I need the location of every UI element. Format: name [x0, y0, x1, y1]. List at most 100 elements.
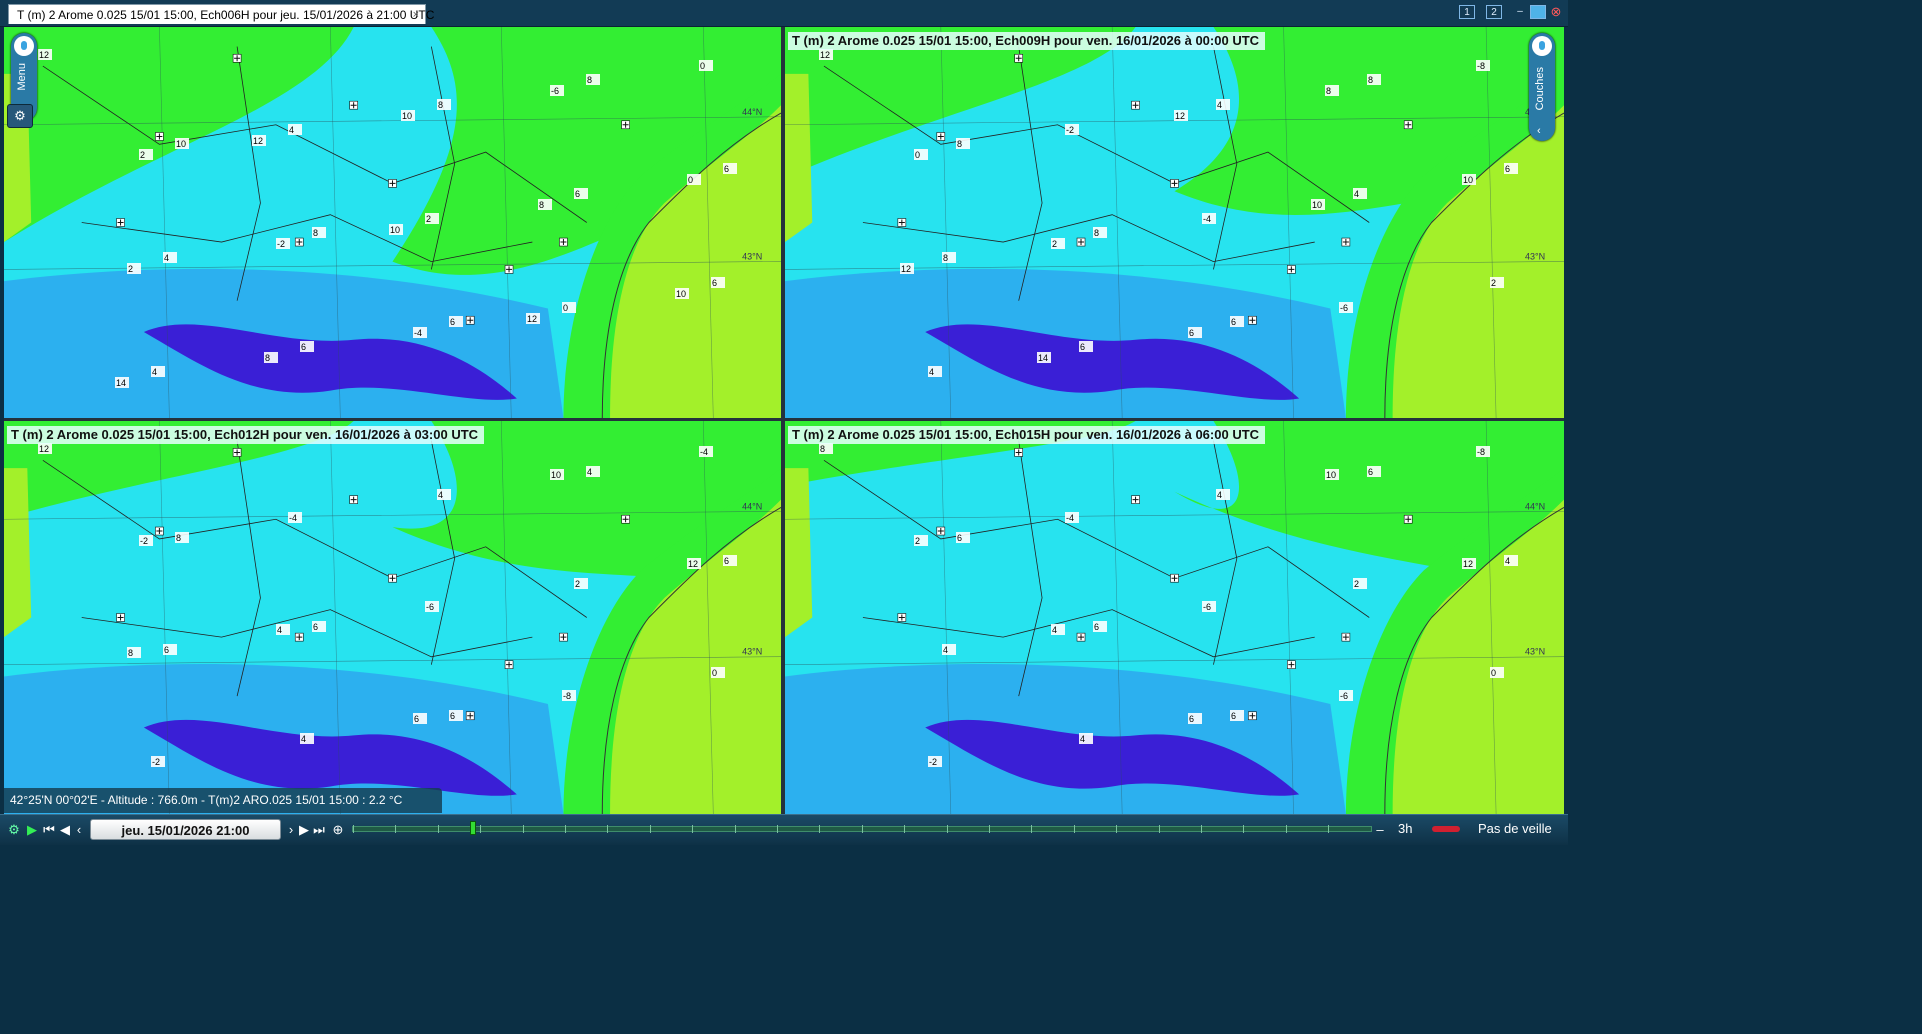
svg-text:2: 2: [1052, 239, 1057, 249]
time-step[interactable]: 3h: [1398, 821, 1413, 836]
svg-text:8: 8: [265, 353, 270, 363]
svg-text:4: 4: [1505, 556, 1510, 566]
step-back-icon[interactable]: ◀: [60, 822, 70, 837]
timeline-tick: [946, 825, 948, 833]
svg-text:-8: -8: [1477, 61, 1485, 71]
layers-handle[interactable]: Couches ‹: [1529, 33, 1555, 141]
sea-zone: [1392, 105, 1564, 418]
timeline-tick: [353, 825, 354, 833]
zoom-icon[interactable]: ⊕: [332, 822, 344, 837]
next-icon[interactable]: ›: [288, 822, 294, 837]
step-forward-icon[interactable]: ▶: [299, 822, 309, 837]
map-panel-ech015h[interactable]: 44°N 43°N 8 6 6 6 6 4 4 4 4 2 0 -2 -4 -6 -6 -8 2 4 6 10 12 T (…: [785, 421, 1564, 814]
lat-label: 43°N: [1525, 647, 1545, 657]
region-border: [81, 609, 533, 658]
contour-label: -4: [413, 327, 427, 338]
graticule-line: [940, 421, 952, 814]
station-marker: [116, 613, 125, 622]
play-icon[interactable]: ▶: [27, 822, 37, 837]
chevron-left-icon: ‹: [1537, 125, 1541, 137]
panel-title: T (m) 2 Arome 0.025 15/01 15:00, Ech012H…: [7, 426, 485, 444]
svg-text:12: 12: [527, 314, 537, 324]
svg-text:8: 8: [943, 253, 948, 263]
contour-label: 6: [1367, 466, 1381, 477]
speed-slider[interactable]: [1432, 826, 1460, 832]
timeline-tick: [734, 825, 736, 833]
svg-text:6: 6: [957, 533, 962, 543]
svg-text:-2: -2: [929, 757, 937, 767]
maximize-icon[interactable]: [1530, 5, 1546, 19]
svg-text:6: 6: [301, 342, 306, 352]
region-border: [236, 440, 261, 697]
contour-label: 6: [1504, 163, 1518, 174]
temperature-field: 44°N 43°N 12 10 8 6 8 6 4 6 8 6 6 4 4 2 0 0 2 -2 -4 -6 0 2 8 10 8 1…: [4, 27, 781, 418]
svg-text:6: 6: [414, 714, 419, 724]
svg-text:8: 8: [1368, 75, 1373, 85]
timeline-cursor[interactable]: [470, 821, 476, 835]
settings-icon[interactable]: ⚙: [8, 822, 20, 837]
timeline-bar: ⚙ ▶ ⏮ ◀ ‹ jeu. 15/01/2026 21:00 › ▶ ⏭ ⊕ …: [0, 814, 1568, 845]
warm-zone: [4, 421, 354, 519]
station-marker: [116, 218, 125, 227]
svg-text:4: 4: [277, 625, 282, 635]
svg-text:6: 6: [575, 189, 580, 199]
contour-label: -6: [1339, 302, 1353, 313]
svg-text:-8: -8: [1477, 447, 1485, 457]
station-marker: [1287, 660, 1296, 669]
map-panel-ech006h[interactable]: 44°N 43°N 12 10 8 6 8 6 4 6 8 6 6 4 4 2 0 0 2 -2 -4 -6 0 2 8 10 8 1…: [4, 27, 781, 418]
svg-text:2: 2: [128, 264, 133, 274]
svg-text:-2: -2: [152, 757, 160, 767]
bicycle-icon[interactable]: ⚙: [7, 104, 33, 128]
layout-1-icon[interactable]: 1: [1459, 5, 1475, 19]
map-panel-ech012h[interactable]: 44°N 43°N 12 8 6 6 4 6 6 4 4 2 0 -2 -4 -6 -8 -4 -2 4 6 10 12 8 …: [4, 421, 781, 814]
svg-text:0: 0: [700, 61, 705, 71]
svg-text:4: 4: [587, 467, 592, 477]
svg-text:-6: -6: [1203, 602, 1211, 612]
minimize-icon[interactable]: –: [1517, 6, 1523, 17]
contour-label: 12: [38, 443, 52, 454]
contour-label: 4: [1216, 489, 1230, 500]
contour-label: 6: [574, 188, 588, 199]
last-frame-icon[interactable]: ⏭: [313, 822, 325, 837]
svg-text:8: 8: [313, 228, 318, 238]
station-marker: [294, 237, 304, 247]
contour-label: 0: [687, 174, 701, 185]
graticule-line: [330, 27, 341, 418]
svg-text:6: 6: [712, 278, 717, 288]
layout-2-icon[interactable]: 2: [1486, 5, 1502, 19]
svg-text:6: 6: [450, 317, 455, 327]
svg-text:2: 2: [426, 214, 431, 224]
svg-text:14: 14: [1038, 353, 1048, 363]
graticule-line: [1485, 27, 1497, 418]
svg-text:4: 4: [1080, 734, 1085, 744]
contour-label: 8: [1325, 85, 1339, 96]
contour-label: 10: [175, 138, 189, 149]
cold-ridge: [143, 324, 517, 400]
first-frame-icon[interactable]: ⏮: [43, 822, 55, 837]
contour-label: 6: [723, 163, 737, 174]
map-panel-ech009h[interactable]: 44°N43°N1288686864424-2-4-6-802681012141…: [785, 27, 1564, 418]
lat-label: 43°N: [742, 647, 762, 657]
timeline-tick: [904, 825, 906, 833]
contour-label: 12: [819, 49, 833, 60]
close-window-icon[interactable]: ⊗: [1550, 4, 1562, 19]
warm-zone: [4, 27, 354, 243]
collapse-icon[interactable]: –: [1376, 822, 1384, 837]
contour-label: 6: [1079, 341, 1093, 352]
panel-title: T (m) 2 Arome 0.025 15/01 15:00, Ech009H…: [788, 32, 1266, 50]
station-marker: [897, 613, 907, 622]
temperature-field: 44°N43°N1288686864424-2-4-6-802681012141…: [785, 27, 1564, 418]
contour-label: 4: [942, 644, 956, 655]
contour-label: 0: [562, 302, 576, 313]
contour-label: 6: [449, 316, 463, 327]
tab-close-icon[interactable]: ×: [412, 9, 419, 21]
timeline-track[interactable]: [352, 825, 1372, 833]
prev-icon[interactable]: ‹: [76, 822, 82, 837]
svg-text:14: 14: [116, 378, 126, 388]
station-marker: [349, 100, 358, 110]
station-marker: [504, 265, 514, 274]
current-date-field[interactable]: jeu. 15/01/2026 21:00: [90, 819, 281, 840]
region-border: [236, 46, 261, 301]
map-tab[interactable]: T (m) 2 Arome 0.025 15/01 15:00, Ech006H…: [8, 4, 434, 24]
svg-text:10: 10: [676, 289, 686, 299]
